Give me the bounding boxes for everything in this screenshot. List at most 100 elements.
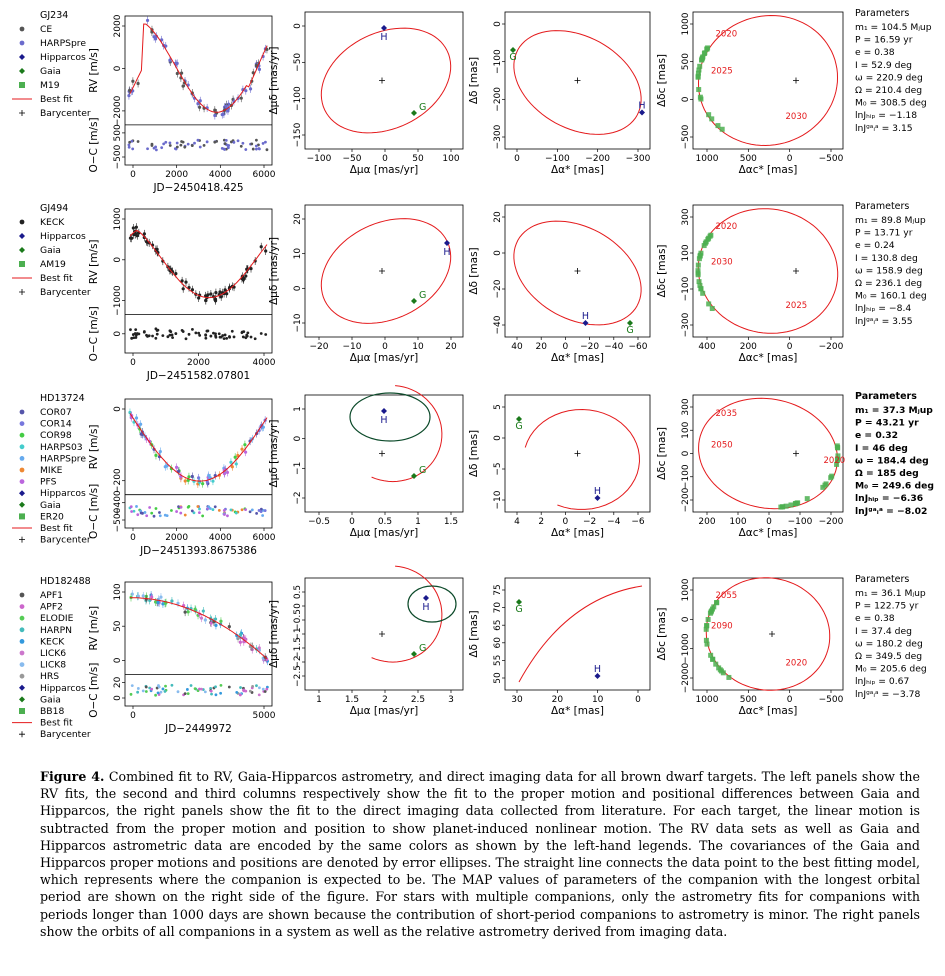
oc-point	[212, 331, 215, 335]
param-value: Ω = 185 deg	[855, 468, 919, 479]
img-data-point	[792, 501, 798, 507]
rv-point	[197, 105, 202, 109]
legend-label: AM19	[40, 259, 66, 270]
oc-point	[219, 683, 223, 687]
param-value: I = 46 deg	[855, 443, 908, 454]
oc-point	[130, 684, 134, 687]
img-y-tick-label: 100	[681, 244, 691, 261]
oc-point	[245, 333, 249, 337]
img-y-tick-label: 0	[681, 450, 691, 456]
rv-point	[254, 63, 258, 68]
oc-point	[264, 140, 267, 144]
img-y-tick-label: −100	[681, 464, 691, 489]
rv-fit-curve	[129, 229, 268, 299]
pm-gaia-point	[411, 298, 417, 304]
oc-point	[257, 693, 261, 697]
legend-label: Best fit	[40, 718, 73, 729]
rv-point	[257, 646, 261, 650]
img-data-point	[713, 661, 719, 667]
rv-point	[127, 94, 131, 98]
rv-point	[251, 71, 255, 75]
rv-x-tick-label: 2000	[165, 533, 188, 543]
legend-label: Hipparcos	[40, 488, 86, 499]
pm-y-tick-label: 10	[293, 248, 303, 260]
legend-label: Gaia	[40, 694, 61, 705]
rv-point	[206, 293, 210, 297]
img-data-point	[697, 252, 703, 258]
legend-marker	[19, 479, 25, 484]
oc-point	[246, 331, 250, 335]
rv-point	[142, 232, 146, 236]
legend-label: BB18	[40, 706, 64, 717]
rv-point	[150, 595, 154, 599]
param-value: ω = 184.4 deg	[855, 455, 929, 466]
rv-point	[193, 607, 197, 611]
oc-point	[265, 687, 269, 691]
img-data-point	[703, 239, 709, 245]
pos-ylabel: Δδ [mas]	[468, 247, 480, 294]
pos-y-tick-label: −300	[493, 124, 503, 149]
legend-marker	[19, 409, 25, 415]
rv-point	[174, 271, 178, 276]
rv-x-tick-label: 4000	[209, 533, 232, 543]
rv-panel	[124, 581, 273, 707]
rv-point	[159, 595, 163, 599]
img-data-point	[707, 233, 713, 239]
img-x-tick-label: 1000	[696, 695, 719, 705]
rv-point	[152, 35, 156, 39]
pos-barycenter	[574, 77, 581, 84]
rv-point	[238, 640, 242, 644]
rv-point	[213, 617, 218, 621]
pos-hip-label: H	[594, 664, 601, 675]
oc-point	[239, 686, 242, 689]
oc-point	[228, 335, 231, 338]
oc-point	[163, 690, 167, 693]
pm-x-tick-label: 1.5	[345, 695, 359, 705]
rv-point	[187, 475, 191, 479]
img-data-point	[708, 652, 714, 658]
img-data-point	[706, 301, 712, 307]
legend-label: HARPSpre	[40, 38, 86, 49]
param-value: m₁ = 36.1 Mⱼup	[855, 588, 926, 599]
oc-point	[170, 683, 174, 687]
pm-y-tick-label: 0	[293, 23, 303, 29]
rv-point	[139, 422, 143, 426]
rv-y-tick-label: 100	[113, 583, 123, 600]
oc-point	[211, 508, 215, 511]
param-value: m₁ = 89.8 Mⱼup	[855, 215, 926, 226]
pos-xlabel: Δα* [mas]	[551, 527, 604, 539]
img-data-point	[695, 73, 701, 79]
pm-y-tick-label: −10	[293, 313, 303, 332]
legend-label: Gaia	[40, 500, 61, 511]
legend-label: M19	[40, 80, 60, 91]
legend-label: COR07	[40, 407, 72, 418]
img-data-point	[701, 243, 707, 249]
pos-orbit	[524, 408, 641, 510]
legend-marker	[19, 82, 25, 88]
img-x-tick-label: −100	[788, 517, 813, 527]
pm-y-tick-label: −2.5	[293, 665, 303, 687]
oc-point	[170, 333, 174, 337]
oc-point	[129, 505, 133, 509]
img-barycenter	[793, 450, 799, 457]
img-year-label: 2020	[716, 222, 738, 232]
oc-point	[136, 690, 140, 694]
param-value: M₀ = 160.1 deg	[855, 291, 927, 302]
pm-x-tick-label: 0	[382, 154, 388, 164]
img-data-point	[804, 496, 810, 502]
oc-point	[164, 684, 167, 688]
pos-y-tick-label: −5	[493, 462, 503, 475]
rv-point	[198, 99, 202, 103]
rv-ylabel: RV [m/s]	[88, 48, 100, 93]
img-data-point	[788, 502, 794, 508]
oc-point	[127, 143, 131, 147]
pos-x-tick-label: 0	[635, 695, 641, 705]
oc-point	[185, 688, 189, 691]
legend-label: COR98	[40, 430, 72, 441]
rv-point	[176, 601, 180, 605]
legend-marker	[19, 233, 25, 239]
oc-point	[222, 337, 226, 341]
row-gj494: GJ494 KECK Hipparcos Gaia AM19 Best fit Baryce…	[12, 201, 927, 382]
oc-point	[155, 332, 159, 336]
rv-panel	[124, 208, 273, 354]
